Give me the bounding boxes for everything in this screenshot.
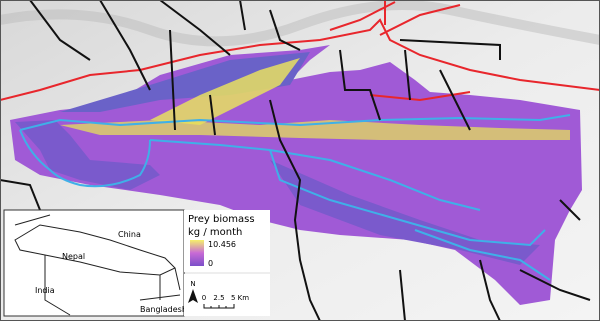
- color-ramp: [190, 240, 204, 266]
- scale-label: 5 Km: [231, 294, 249, 302]
- inset-label: Bangladesh: [140, 305, 187, 314]
- biomass-high: [60, 120, 570, 140]
- scale-bar: [203, 304, 235, 309]
- legend-title: Prey biomass: [188, 214, 255, 225]
- relief: [0, 0, 600, 47]
- north-label: N: [190, 280, 195, 288]
- river: [19, 114, 571, 281]
- scale-label: 2.5: [213, 294, 224, 302]
- map-furniture: N 0 2.5 5 Km: [184, 274, 270, 316]
- biomass-high: [150, 58, 300, 125]
- road-minor: [0, 0, 591, 322]
- biomass-low: [60, 52, 310, 112]
- road-major: [0, 0, 600, 102]
- biomass-low: [15, 120, 540, 265]
- inset-label: Nepal: [62, 252, 85, 261]
- inset-frame: [3, 209, 185, 317]
- legend-min: 0: [208, 259, 213, 268]
- north-arrow: [188, 289, 198, 303]
- inset-label: India: [35, 286, 55, 295]
- inset-map: China Nepal India Bangladesh: [3, 209, 187, 317]
- legend-max: 10.456: [208, 240, 236, 249]
- inset-borders: [14, 214, 181, 316]
- scale-label: 0: [202, 294, 206, 302]
- legend-unit: kg / month: [188, 227, 242, 238]
- furniture-box: [184, 274, 270, 316]
- inset-label: China: [118, 230, 141, 239]
- legend: Prey biomass kg / month 10.456 0: [184, 210, 270, 272]
